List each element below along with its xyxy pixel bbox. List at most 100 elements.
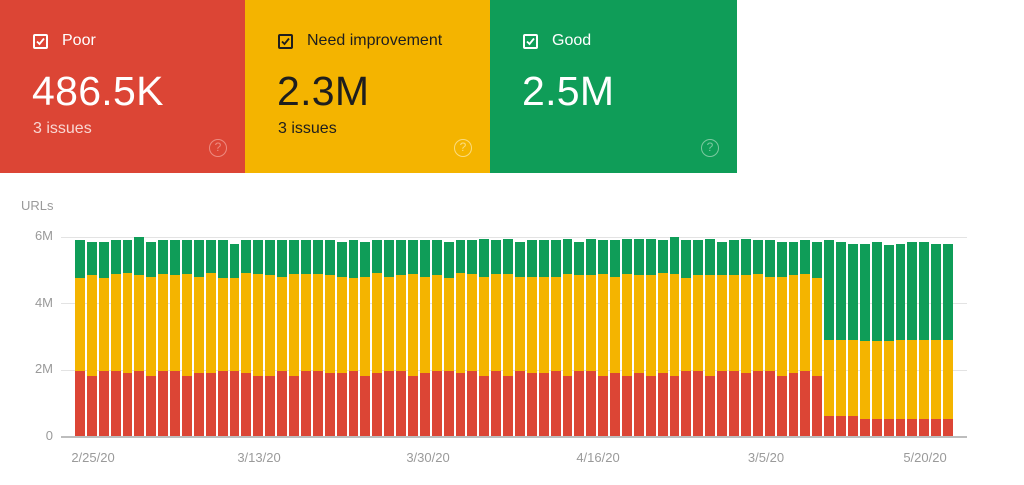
stacked-bar[interactable]	[205, 240, 216, 436]
stacked-bar[interactable]	[943, 243, 953, 436]
stacked-bar[interactable]	[467, 240, 478, 436]
stacked-bar[interactable]	[740, 238, 751, 436]
bar-segment-need-improvement	[419, 276, 430, 373]
stacked-bar[interactable]	[752, 240, 763, 436]
stacked-bar[interactable]	[134, 237, 145, 436]
help-circle-icon[interactable]: ?	[701, 139, 719, 157]
stacked-bar[interactable]	[645, 238, 656, 436]
bar-segment-poor	[122, 372, 133, 436]
stacked-bar[interactable]	[348, 240, 359, 436]
stacked-bar[interactable]	[122, 240, 133, 436]
stacked-bar[interactable]	[372, 240, 383, 436]
stacked-bar[interactable]	[633, 238, 644, 436]
stacked-bar[interactable]	[788, 242, 799, 436]
stacked-bar[interactable]	[360, 242, 371, 436]
stacked-bar[interactable]	[776, 242, 787, 436]
stacked-bar[interactable]	[836, 242, 846, 436]
stacked-bar[interactable]	[265, 240, 276, 436]
stacked-bar[interactable]	[300, 240, 311, 436]
stacked-bar[interactable]	[907, 242, 918, 436]
stacked-bar[interactable]	[883, 245, 894, 436]
good-card[interactable]: Good 2.5M ?	[490, 0, 737, 173]
bar-segment-good	[324, 240, 335, 276]
stacked-bar[interactable]	[324, 240, 335, 436]
stacked-bar[interactable]	[479, 238, 490, 436]
stacked-bar[interactable]	[431, 240, 442, 436]
bar-segment-need-improvement	[253, 273, 264, 377]
bar-segment-good	[348, 240, 359, 279]
stacked-bar[interactable]	[562, 238, 573, 436]
bar-segment-poor	[800, 371, 811, 436]
stacked-bar[interactable]	[800, 240, 811, 436]
stacked-bar[interactable]	[419, 240, 430, 436]
stacked-bar[interactable]	[598, 240, 609, 436]
help-circle-icon[interactable]: ?	[454, 139, 472, 157]
stacked-bar[interactable]	[407, 240, 418, 436]
bar-segment-need-improvement	[693, 275, 704, 372]
stacked-bar[interactable]	[182, 240, 192, 436]
stacked-bar[interactable]	[681, 240, 692, 436]
stacked-bar[interactable]	[396, 240, 406, 436]
stacked-bar[interactable]	[98, 242, 109, 436]
bar-segment-good	[241, 240, 252, 274]
stacked-bar[interactable]	[693, 240, 704, 436]
stacked-bar[interactable]	[503, 238, 513, 436]
stacked-bar[interactable]	[729, 240, 739, 436]
stacked-bar[interactable]	[824, 240, 835, 436]
bar-segment-need-improvement	[158, 273, 169, 372]
poor-card[interactable]: Poor 486.5K 3 issues ?	[0, 0, 245, 173]
stacked-bar[interactable]	[515, 242, 525, 436]
stacked-bar[interactable]	[253, 240, 264, 436]
need-improvement-card[interactable]: Need improvement 2.3M 3 issues ?	[245, 0, 490, 173]
stacked-bar[interactable]	[812, 242, 823, 436]
stacked-bar[interactable]	[574, 242, 585, 436]
bar-segment-need-improvement	[705, 275, 716, 377]
stacked-bar[interactable]	[538, 240, 549, 436]
stacked-bar[interactable]	[550, 240, 561, 436]
stacked-bar[interactable]	[622, 238, 632, 436]
stacked-bar[interactable]	[289, 240, 299, 436]
stacked-bar[interactable]	[919, 242, 930, 436]
bar-segment-poor	[86, 376, 97, 436]
stacked-bar[interactable]	[847, 243, 858, 436]
stacked-bar[interactable]	[764, 240, 775, 436]
bar-segment-good	[407, 240, 418, 274]
stacked-bar[interactable]	[146, 242, 157, 436]
stacked-bar[interactable]	[229, 243, 240, 436]
stacked-bar[interactable]	[217, 240, 228, 436]
stacked-bar[interactable]	[859, 243, 870, 436]
stacked-bar[interactable]	[110, 240, 121, 436]
stacked-bar[interactable]	[705, 238, 716, 436]
stacked-bar[interactable]	[871, 241, 882, 436]
bar-segment-need-improvement	[241, 273, 252, 373]
bar-segment-good	[550, 240, 561, 277]
stacked-bar[interactable]	[277, 240, 288, 436]
stacked-bar[interactable]	[336, 242, 347, 436]
bar-segment-poor	[610, 372, 621, 436]
stacked-bar[interactable]	[526, 240, 537, 436]
stacked-bar[interactable]	[657, 240, 668, 436]
stacked-bar[interactable]	[895, 243, 906, 436]
need-improvement-checkbox-icon[interactable]	[278, 33, 293, 49]
stacked-bar[interactable]	[75, 240, 85, 436]
stacked-bar[interactable]	[443, 242, 454, 436]
stacked-bar[interactable]	[586, 238, 597, 436]
stacked-bar[interactable]	[241, 240, 252, 436]
stacked-bar[interactable]	[610, 240, 621, 436]
stacked-bar[interactable]	[669, 237, 680, 436]
stacked-bar[interactable]	[312, 240, 323, 436]
help-circle-icon[interactable]: ?	[209, 139, 227, 157]
stacked-bar[interactable]	[491, 240, 502, 436]
stacked-bar[interactable]	[455, 240, 466, 436]
stacked-bar[interactable]	[384, 240, 395, 436]
poor-checkbox-icon[interactable]	[33, 33, 48, 49]
stacked-bar[interactable]	[170, 240, 181, 436]
gridline-4m	[61, 303, 967, 304]
stacked-bar[interactable]	[193, 240, 204, 436]
bar-segment-need-improvement	[110, 273, 121, 372]
stacked-bar[interactable]	[717, 242, 728, 436]
stacked-bar[interactable]	[931, 243, 942, 436]
stacked-bar[interactable]	[158, 240, 169, 436]
stacked-bar[interactable]	[86, 242, 97, 436]
good-checkbox-icon[interactable]	[523, 33, 538, 49]
